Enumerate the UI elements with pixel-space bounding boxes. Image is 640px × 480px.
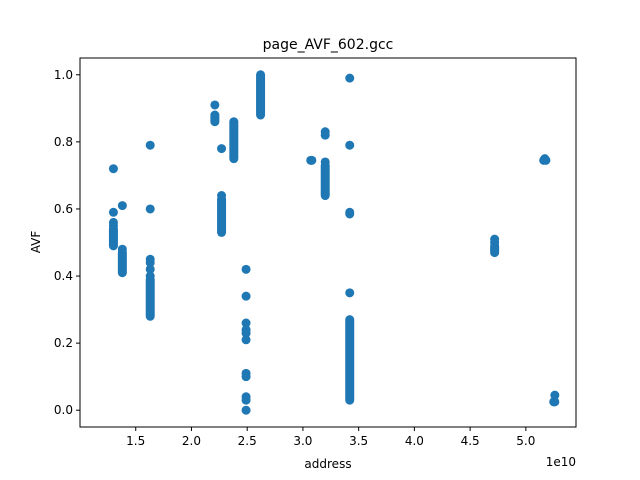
chart-title: page_AVF_602.gcc [263,37,394,53]
scatter-point-40 [539,155,549,165]
scatter-point-25 [241,405,251,415]
scatter-point-15 [241,264,251,274]
scatter-point-19 [241,328,251,338]
x-tick-label: 5.0 [516,434,535,448]
y-tick-label: 0.0 [54,403,73,417]
scatter-point-29 [320,130,330,140]
x-tick-label: 3.5 [349,434,368,448]
scatter-column-6 [256,70,266,120]
scatter-column-3 [210,110,220,127]
y-tick-label: 1.0 [54,68,73,82]
scatter-point-3 [108,221,118,231]
scatter-point-34 [345,209,355,219]
scatter-point-10 [145,264,155,274]
scatter-column-8 [345,315,355,405]
scatter-point-1 [108,207,118,217]
scatter-point-20 [241,335,251,345]
scatter-point-35 [345,288,355,298]
scatter-point-30 [320,157,330,167]
scatter-point-22 [241,372,251,382]
scatter-point-13 [217,144,227,154]
scatter-point-11 [145,271,155,281]
x-tick-label: 1.5 [126,434,145,448]
points-layer [108,70,560,415]
x-tick-label: 4.0 [405,434,424,448]
y-tick-label: 0.4 [54,269,73,283]
scatter-column-7 [320,160,330,201]
scatter-column-0 [108,224,118,251]
scatter-point-27 [307,155,317,165]
scatter-point-12 [210,100,220,110]
scatter-point-17 [241,318,251,328]
x-tick-label: 4.5 [461,434,480,448]
scatter-point-32 [345,140,355,150]
scatter-column-1 [117,248,127,278]
scatter-column-4 [217,194,227,237]
x-tick-label: 2.0 [182,434,201,448]
x-ticks: 1.5 2.0 2.5 3.0 3.5 4.0 4.5 5.0 [126,427,535,448]
scatter-point-24 [241,395,251,405]
x-offset-label: 1e10 [546,455,576,469]
scatter-point-43 [549,397,559,407]
x-axis-label: address [304,457,351,471]
scatter-point-9 [145,258,155,268]
scatter-column-2 [145,274,155,321]
y-axis-label: AVF [29,231,43,254]
y-tick-label: 0.2 [54,336,73,350]
scatter-point-31 [345,73,355,83]
scatter-point-7 [145,204,155,214]
scatter-point-5 [117,244,127,254]
scatter-point-6 [145,140,155,150]
scatter-point-14 [217,191,227,201]
x-tick-label: 2.5 [238,434,257,448]
plot-frame [79,57,577,428]
y-tick-label: 0.6 [54,202,73,216]
scatter-column-5 [229,117,239,164]
scatter-point-37 [490,238,500,247]
y-tick-label: 0.8 [54,135,73,149]
x-tick-label: 3.0 [293,434,312,448]
y-ticks: 0.0 0.2 0.4 0.6 0.8 1.0 [54,68,80,417]
scatter-point-41 [550,390,560,400]
scatter-point-4 [117,201,127,211]
scatter-point-16 [241,291,251,301]
scatter-point-0 [108,164,118,174]
